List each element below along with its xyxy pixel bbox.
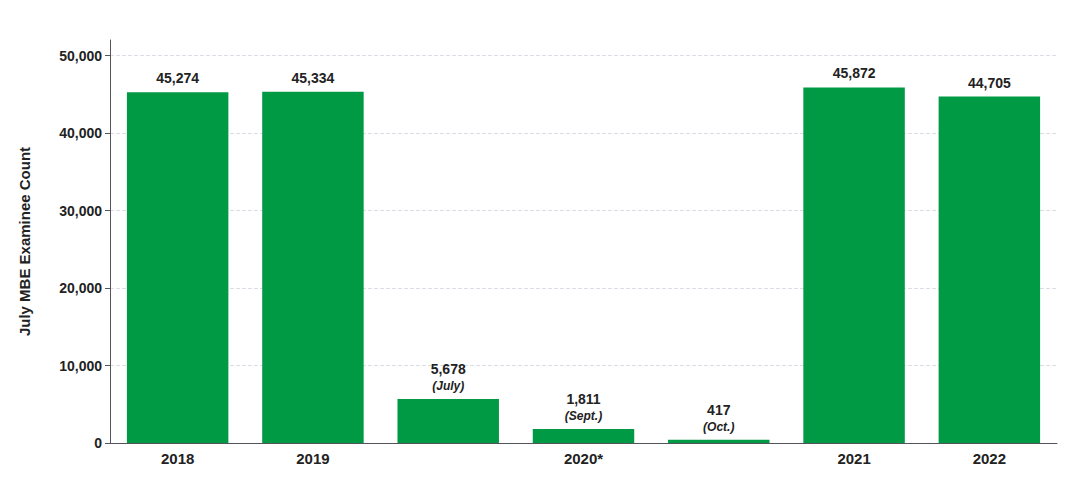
- svg-text:(Oct.): (Oct.): [703, 420, 734, 434]
- svg-text:(July): (July): [432, 379, 464, 393]
- svg-text:July MBE Examinee Count: July MBE Examinee Count: [16, 147, 33, 336]
- svg-text:20,000: 20,000: [59, 280, 102, 296]
- svg-text:10,000: 10,000: [59, 358, 102, 374]
- svg-text:45,274: 45,274: [156, 70, 199, 86]
- svg-text:2018: 2018: [161, 450, 194, 467]
- svg-text:45,872: 45,872: [833, 65, 876, 81]
- svg-text:40,000: 40,000: [59, 125, 102, 141]
- svg-text:5,678: 5,678: [431, 361, 466, 377]
- svg-text:0: 0: [94, 435, 102, 451]
- svg-text:44,705: 44,705: [968, 75, 1011, 91]
- svg-text:417: 417: [707, 402, 731, 418]
- svg-text:(Sept.): (Sept.): [565, 409, 602, 423]
- svg-text:1,811: 1,811: [566, 391, 600, 407]
- svg-text:50,000: 50,000: [59, 48, 102, 64]
- svg-text:2022: 2022: [973, 450, 1006, 467]
- svg-text:2021: 2021: [837, 450, 870, 467]
- svg-text:2019: 2019: [296, 450, 329, 467]
- svg-text:2020*: 2020*: [564, 450, 603, 467]
- svg-text:45,334: 45,334: [292, 70, 335, 86]
- svg-text:30,000: 30,000: [59, 203, 102, 219]
